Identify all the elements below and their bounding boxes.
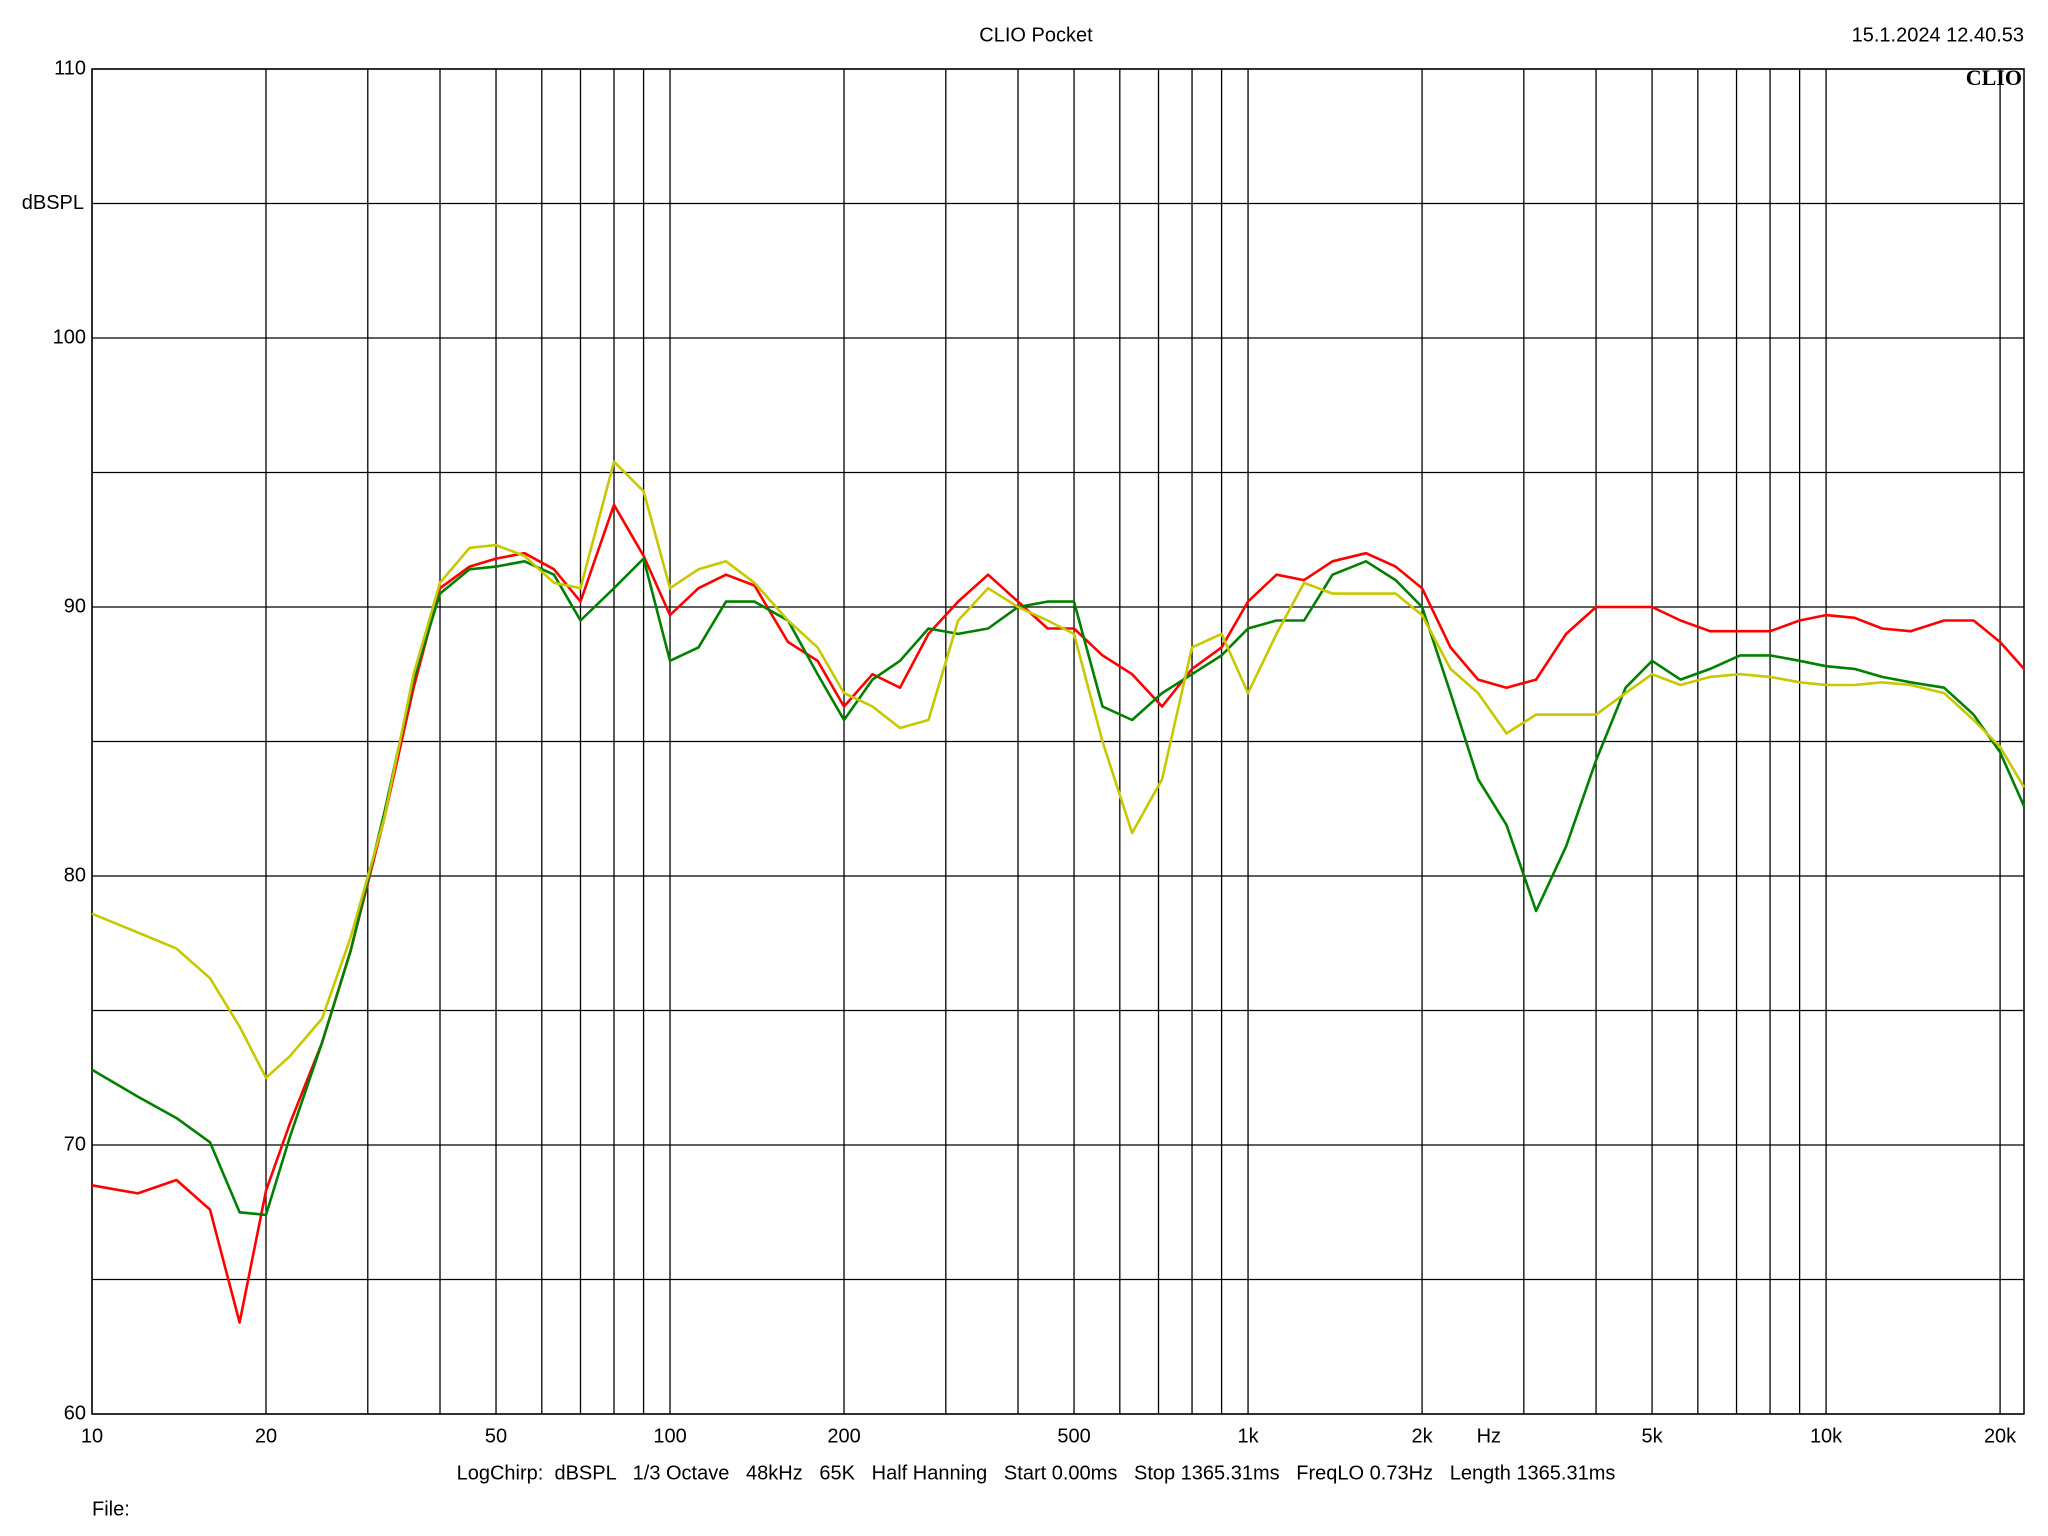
x-tick-label: 20 [255, 1425, 277, 1447]
x-tick-label: 100 [653, 1425, 686, 1447]
x-tick-label: 1k [1237, 1425, 1259, 1447]
x-tick-label: 5k [1642, 1425, 1664, 1447]
y-tick-label: 90 [64, 595, 86, 617]
y-tick-label: 80 [64, 864, 86, 886]
x-tick-label: 2k [1411, 1425, 1433, 1447]
series-line [91, 503, 2025, 1324]
plot-frame [91, 68, 2025, 1415]
x-tick-label: 20k [1984, 1425, 2017, 1447]
y-tick-label: 60 [64, 1402, 86, 1424]
chart-title: CLIO Pocket [979, 24, 1093, 46]
y-tick-label: 70 [64, 1133, 86, 1155]
timestamp: 15.1.2024 12.40.53 [1852, 24, 2024, 46]
x-tick-label: 10k [1810, 1425, 1843, 1447]
y-tick-label: 100 [53, 326, 86, 348]
x-tick-label: 10 [81, 1425, 103, 1447]
x-tick-label: 50 [485, 1425, 507, 1447]
y-tick-label: 110 [54, 57, 86, 79]
y-axis-label: dBSPL [22, 192, 84, 214]
x-axis-label: Hz [1477, 1425, 1501, 1447]
x-tick-label: 500 [1057, 1425, 1090, 1447]
series-line [91, 557, 2026, 1217]
file-label: File: [92, 1498, 130, 1520]
x-tick-label: 200 [827, 1425, 860, 1447]
footer: LogChirp: dBSPL 1/3 Octave 48kHz 65K Hal… [457, 1462, 1616, 1484]
series-line [91, 460, 2026, 1080]
